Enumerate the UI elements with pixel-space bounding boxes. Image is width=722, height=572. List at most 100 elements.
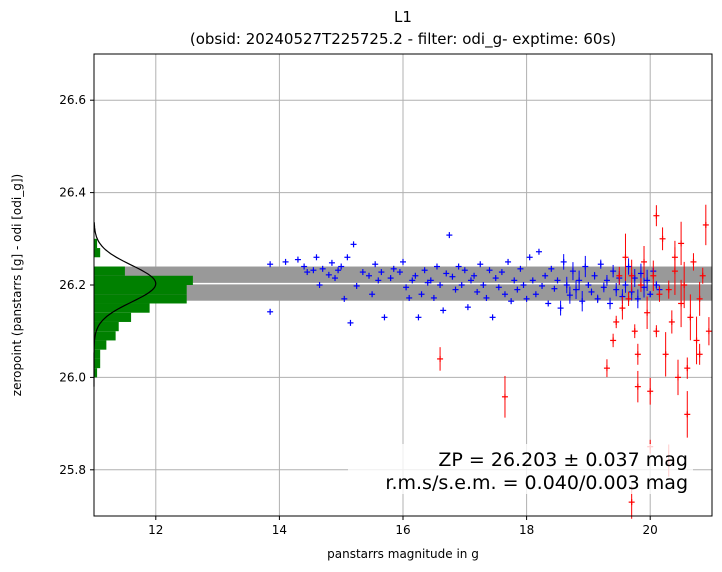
x-tick-label: 16 <box>395 523 410 537</box>
good-star-marker <box>505 258 512 265</box>
good-star-marker <box>319 265 326 272</box>
good-star-marker <box>532 291 539 298</box>
good-star-marker <box>332 275 339 282</box>
good-star-marker <box>508 298 515 305</box>
good-star-marker <box>347 319 354 326</box>
rejected-star-marker <box>619 296 626 320</box>
good-star-marker <box>520 282 527 288</box>
good-star-marker <box>625 258 632 275</box>
rejected-star-marker <box>678 221 685 266</box>
good-star-marker <box>369 291 376 298</box>
histogram-bar <box>94 266 125 276</box>
histogram-bar <box>94 312 132 322</box>
good-star-marker <box>579 290 586 312</box>
rejected-star-marker <box>678 279 685 328</box>
histogram-bar <box>94 303 150 313</box>
histogram-bar <box>94 275 193 285</box>
rejected-star-marker <box>696 343 703 365</box>
y-tick-label: 26.2 <box>59 278 86 292</box>
good-star-marker <box>576 270 583 291</box>
good-star-marker <box>375 277 382 284</box>
good-star-marker <box>338 263 345 270</box>
good-star-marker <box>430 294 437 301</box>
good-star-marker <box>335 267 342 274</box>
rejected-star-marker <box>644 296 651 329</box>
good-star-marker <box>437 282 444 288</box>
good-star-marker <box>433 263 440 270</box>
good-star-marker <box>566 286 573 304</box>
good-star-marker <box>647 291 654 298</box>
rejected-star-marker <box>501 375 508 418</box>
rejected-star-marker <box>634 343 641 365</box>
good-star-marker <box>418 291 425 298</box>
rejected-star-marker <box>625 291 632 306</box>
good-star-marker <box>591 271 598 280</box>
good-star-marker <box>607 297 614 310</box>
rejected-star-marker <box>659 227 666 251</box>
good-star-marker <box>353 282 360 289</box>
rejected-star-marker <box>637 278 644 292</box>
rejected-star-marker <box>603 359 610 378</box>
rejected-star-marker <box>675 359 682 396</box>
good-star-marker <box>313 254 320 261</box>
good-star-marker <box>501 291 508 298</box>
rejected-star-marker <box>668 310 675 334</box>
rejected-star-marker <box>653 325 660 338</box>
good-star-marker <box>594 294 601 304</box>
rejected-star-marker <box>628 259 635 292</box>
good-star-marker <box>310 267 317 274</box>
good-star-marker <box>483 294 490 301</box>
histogram-bar <box>94 285 187 295</box>
rejected-star-marker <box>665 280 672 299</box>
good-star-marker <box>489 314 496 321</box>
chart-title: L1 <box>394 8 412 26</box>
good-star-marker <box>582 255 589 278</box>
good-star-marker <box>492 275 499 282</box>
zeropoint-histogram <box>94 238 193 378</box>
good-star-marker <box>424 279 431 286</box>
histogram-bar <box>94 321 119 332</box>
good-star-marker <box>523 295 530 302</box>
good-star-marker <box>563 276 570 294</box>
rejected-star-marker <box>690 253 697 271</box>
good-star-marker <box>548 265 555 272</box>
good-star-marker <box>464 304 471 311</box>
good-star-marker <box>461 267 468 274</box>
chart-subtitle: (obsid: 20240527T225725.2 - filter: odi_… <box>190 30 616 49</box>
good-star-marker <box>511 277 518 284</box>
histogram-bar <box>94 358 101 369</box>
good-star-marker <box>641 277 648 298</box>
good-star-marker <box>613 283 620 297</box>
rejected-star-marker <box>687 294 694 341</box>
good-star-marker <box>440 307 447 314</box>
good-star-marker <box>267 261 274 268</box>
good-star-marker <box>529 277 536 284</box>
good-star-marker <box>551 285 558 292</box>
rejected-star-marker <box>622 233 629 281</box>
good-star-marker <box>545 300 552 307</box>
rejected-star-marker <box>693 316 700 365</box>
rejected-star-marker <box>437 347 444 371</box>
axis-ticks: 12 14 16 18 20 25.8 26.0 26.2 26.4 26.6 <box>59 93 658 537</box>
good-star-marker <box>366 272 373 279</box>
good-star-marker <box>495 284 502 291</box>
good-star-marker <box>631 269 638 288</box>
rejected-star-marker <box>650 260 657 291</box>
rms-annotation: r.m.s/s.e.m. = 0.040/0.003 mag <box>385 472 688 494</box>
good-star-marker <box>471 272 478 279</box>
good-star-marker <box>498 269 505 276</box>
histogram-bar <box>94 294 187 304</box>
y-tick-label: 26.0 <box>59 370 86 384</box>
good-star-marker <box>403 284 410 291</box>
good-star-marker <box>585 282 592 288</box>
good-star-marker <box>378 269 385 276</box>
histogram-bar <box>94 248 101 258</box>
good-star-marker <box>455 263 462 270</box>
good-star-marker <box>600 282 607 293</box>
good-star-marker <box>542 272 549 279</box>
good-star-marker <box>644 269 651 291</box>
good-star-marker <box>344 254 351 261</box>
good-star-marker <box>603 274 610 286</box>
good-star-marker <box>526 254 533 261</box>
good-star-marker <box>610 264 617 278</box>
